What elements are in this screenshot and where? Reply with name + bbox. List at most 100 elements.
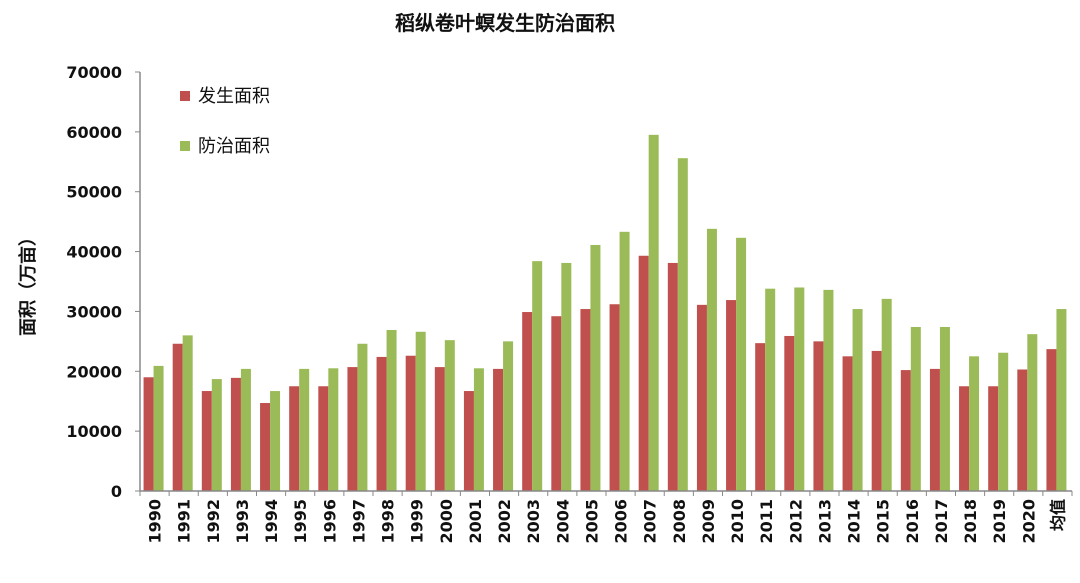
- x-tick-label: 2016: [903, 499, 922, 544]
- bar-control-2014: [852, 309, 863, 491]
- bar-occurrence-2006: [609, 304, 620, 491]
- x-tick-label: 2013: [815, 499, 834, 544]
- chart-title: 稻纵卷叶螟发生防治面积: [395, 11, 615, 35]
- bar-occurrence-2015: [871, 350, 882, 491]
- x-tick-label: 2018: [961, 499, 980, 544]
- bar-occurrence-2010: [726, 300, 737, 491]
- bar-occurrence-2003: [522, 312, 533, 491]
- y-tick-label: 40000: [66, 243, 122, 262]
- bar-occurrence-2012: [784, 335, 795, 491]
- legend-label-1: 防治面积: [198, 136, 270, 157]
- bar-occurrence-1999: [405, 355, 416, 491]
- bar-occurrence-2000: [434, 367, 445, 491]
- x-tick-label: 2002: [495, 499, 514, 544]
- bar-control-1994: [270, 391, 281, 491]
- y-tick-label: 10000: [66, 422, 122, 441]
- y-tick-label: 50000: [66, 183, 122, 202]
- bar-control-2012: [794, 287, 805, 491]
- legend-swatch-0: [180, 91, 190, 101]
- x-tick-label: 1993: [233, 499, 252, 544]
- bar-control-2007: [648, 134, 659, 491]
- bar-control-2000: [444, 340, 455, 491]
- bar-occurrence-1996: [318, 386, 329, 491]
- bar-occurrence-2001: [463, 391, 474, 491]
- bar-occurrence-均值: [1046, 349, 1057, 491]
- bar-occurrence-2014: [842, 356, 853, 491]
- bar-control-2008: [677, 158, 688, 492]
- bar-occurrence-1990: [143, 377, 154, 491]
- x-tick-label: 2015: [874, 499, 893, 544]
- x-tick-label: 1992: [204, 499, 223, 544]
- bar-control-2005: [590, 244, 601, 491]
- bar-control-2001: [473, 368, 484, 491]
- bar-occurrence-2018: [959, 386, 970, 491]
- y-axis-label: 面积（万亩）: [17, 228, 39, 336]
- bar-control-1996: [328, 368, 339, 491]
- x-tick-label: 2003: [524, 499, 543, 544]
- bar-occurrence-2007: [638, 255, 649, 491]
- x-tick-label: 2004: [553, 499, 572, 544]
- bar-control-2017: [939, 326, 950, 491]
- x-tick-label: 1990: [146, 499, 165, 544]
- y-tick-label: 0: [111, 482, 122, 501]
- bar-control-1992: [211, 379, 222, 491]
- x-tick-label: 2005: [582, 499, 601, 544]
- x-tick-label: 2008: [670, 499, 689, 544]
- legend-swatch-1: [180, 141, 190, 151]
- x-tick-label: 1994: [262, 499, 281, 544]
- bar-occurrence-2019: [988, 386, 999, 491]
- bar-control-2003: [532, 261, 543, 491]
- bar-control-2013: [823, 289, 834, 491]
- bar-occurrence-1994: [260, 403, 271, 491]
- bar-occurrence-2013: [813, 341, 824, 491]
- bar-occurrence-2002: [493, 368, 504, 491]
- bar-control-1991: [182, 335, 193, 491]
- bar-control-2011: [765, 288, 776, 491]
- bar-occurrence-1992: [201, 391, 212, 491]
- y-tick-label: 70000: [66, 63, 122, 82]
- x-tick-label: 2006: [612, 499, 631, 544]
- bar-occurrence-1995: [289, 386, 300, 491]
- bar-occurrence-1998: [376, 356, 387, 491]
- bar-occurrence-2017: [929, 368, 940, 491]
- bar-control-2004: [561, 262, 572, 491]
- bar-control-1993: [240, 368, 251, 491]
- bar-control-2010: [736, 237, 747, 491]
- x-tick-label: 1999: [408, 499, 427, 544]
- bar-control-2015: [881, 298, 892, 491]
- bar-control-2009: [706, 228, 717, 491]
- y-tick-label: 60000: [66, 123, 122, 142]
- x-tick-label: 2019: [990, 499, 1009, 544]
- bar-occurrence-2004: [551, 316, 562, 491]
- bar-control-2018: [969, 356, 980, 491]
- bar-control-1999: [415, 331, 426, 491]
- x-tick-label: 2017: [932, 499, 951, 544]
- legend-label-0: 发生面积: [198, 86, 270, 107]
- bar-occurrence-1993: [230, 377, 241, 491]
- bar-occurrence-2009: [696, 304, 707, 491]
- x-tick-label: 1997: [349, 499, 368, 544]
- y-tick-label: 30000: [66, 302, 122, 321]
- x-tick-label: 1995: [291, 499, 310, 544]
- bar-occurrence-2011: [755, 343, 766, 491]
- y-tick-label: 20000: [66, 362, 122, 381]
- x-tick-label: 2001: [466, 499, 485, 544]
- x-tick-label: 均值: [1048, 499, 1067, 531]
- x-tick-label: 2014: [845, 499, 864, 544]
- bar-control-2002: [503, 341, 514, 491]
- bar-control-2020: [1027, 334, 1038, 491]
- bar-control-1997: [357, 343, 368, 491]
- bar-control-2019: [998, 352, 1009, 491]
- x-tick-label: 1998: [379, 499, 398, 544]
- bar-control-1998: [386, 329, 397, 491]
- x-tick-label: 2012: [786, 499, 805, 544]
- bar-occurrence-2016: [900, 370, 911, 491]
- x-tick-label: 2010: [728, 499, 747, 544]
- x-tick-label: 2009: [699, 499, 718, 544]
- bar-control-2016: [910, 326, 921, 491]
- bar-control-均值: [1056, 309, 1067, 491]
- bar-occurrence-2020: [1017, 369, 1028, 491]
- x-tick-label: 2007: [641, 499, 660, 544]
